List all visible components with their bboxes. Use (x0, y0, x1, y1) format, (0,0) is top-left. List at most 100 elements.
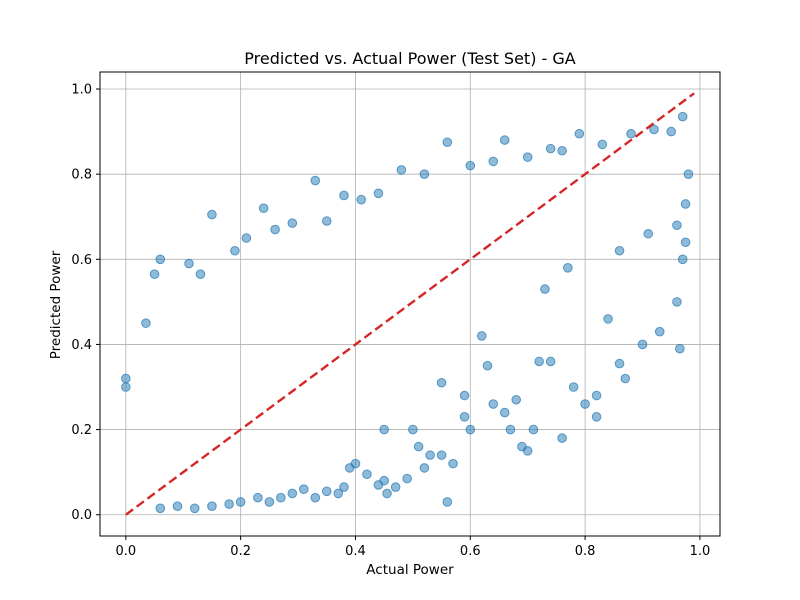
data-point (241, 233, 252, 243)
data-point (637, 339, 648, 350)
data-point (149, 269, 160, 280)
data-point (574, 128, 585, 139)
data-point (465, 160, 476, 171)
data-point (505, 424, 516, 435)
y-tick-label: 0.4 (71, 338, 92, 353)
data-point (155, 254, 166, 265)
data-point (591, 412, 602, 422)
data-point (408, 424, 418, 435)
data-point (534, 356, 544, 367)
data-point (258, 203, 269, 214)
data-point (680, 237, 691, 248)
data-point (195, 269, 206, 280)
data-point (402, 473, 412, 484)
y-tick-label: 0.6 (71, 253, 92, 268)
data-point (591, 390, 602, 401)
data-point (643, 228, 654, 239)
data-point (557, 145, 567, 156)
data-point (310, 492, 321, 503)
data-point (557, 433, 567, 443)
data-point (287, 488, 298, 499)
data-point (672, 220, 682, 231)
y-axis-label: Predicted Power (48, 250, 64, 359)
data-point (528, 424, 539, 435)
x-tick-label: 0.2 (230, 544, 251, 559)
data-point (442, 137, 453, 148)
data-point (310, 175, 321, 186)
y-tick-label: 0.8 (71, 168, 92, 183)
data-point (419, 463, 430, 473)
chart-title: Predicted vs. Actual Power (Test Set) - … (244, 49, 576, 68)
data-point (321, 216, 332, 226)
data-point (339, 190, 349, 201)
y-tick-label: 1.0 (71, 83, 92, 98)
x-tick-label: 0.4 (345, 544, 366, 559)
data-point (344, 463, 355, 473)
data-point (230, 245, 240, 256)
x-axis-ticks: 0.0 0.2 0.4 0.6 0.8 1.0 (115, 536, 710, 559)
data-point (333, 488, 344, 499)
data-point (373, 188, 384, 199)
data-point (499, 135, 510, 145)
data-point (476, 331, 487, 341)
data-point (419, 169, 430, 179)
data-point (339, 482, 349, 492)
data-point (482, 360, 493, 371)
data-point (172, 501, 183, 512)
y-tick-label: 0.0 (71, 508, 92, 523)
data-point (499, 407, 510, 418)
data-point (382, 488, 392, 499)
data-point (436, 377, 447, 388)
data-point (207, 209, 217, 220)
data-point (603, 314, 613, 324)
data-points (121, 111, 694, 514)
data-point (580, 399, 590, 409)
data-point (459, 412, 470, 422)
reference-line (125, 92, 695, 516)
data-point (425, 450, 435, 460)
data-point (568, 382, 579, 392)
data-point (299, 484, 309, 494)
grid-lines (100, 72, 720, 536)
data-point (413, 441, 424, 452)
data-point (379, 424, 389, 435)
data-point (465, 424, 476, 435)
data-point (522, 152, 533, 162)
data-point (675, 343, 685, 354)
data-point (448, 458, 458, 469)
data-point (614, 358, 625, 369)
data-point (373, 480, 384, 490)
data-point (677, 254, 688, 265)
data-point (224, 499, 234, 509)
data-point (287, 218, 298, 228)
data-point (253, 492, 263, 503)
data-point (356, 194, 367, 205)
data-point (121, 373, 131, 384)
data-point (155, 503, 166, 514)
data-point (396, 165, 407, 175)
data-point (649, 124, 659, 135)
x-tick-label: 1.0 (690, 544, 711, 559)
data-point (545, 356, 556, 367)
data-point (614, 245, 625, 256)
data-point (459, 390, 470, 401)
data-point (121, 382, 131, 392)
data-point (666, 126, 677, 137)
data-point (442, 497, 453, 507)
data-point (563, 263, 573, 273)
data-point (677, 111, 688, 122)
data-point (517, 441, 527, 452)
data-point (654, 326, 665, 337)
data-point (189, 503, 200, 514)
data-point (321, 486, 332, 497)
plot-frame (99, 71, 721, 537)
data-point (184, 258, 194, 269)
data-point (207, 501, 217, 512)
data-point (390, 482, 401, 492)
data-point (680, 199, 691, 209)
data-point (264, 497, 275, 507)
x-tick-label: 0.6 (460, 544, 481, 559)
data-point (540, 284, 550, 294)
